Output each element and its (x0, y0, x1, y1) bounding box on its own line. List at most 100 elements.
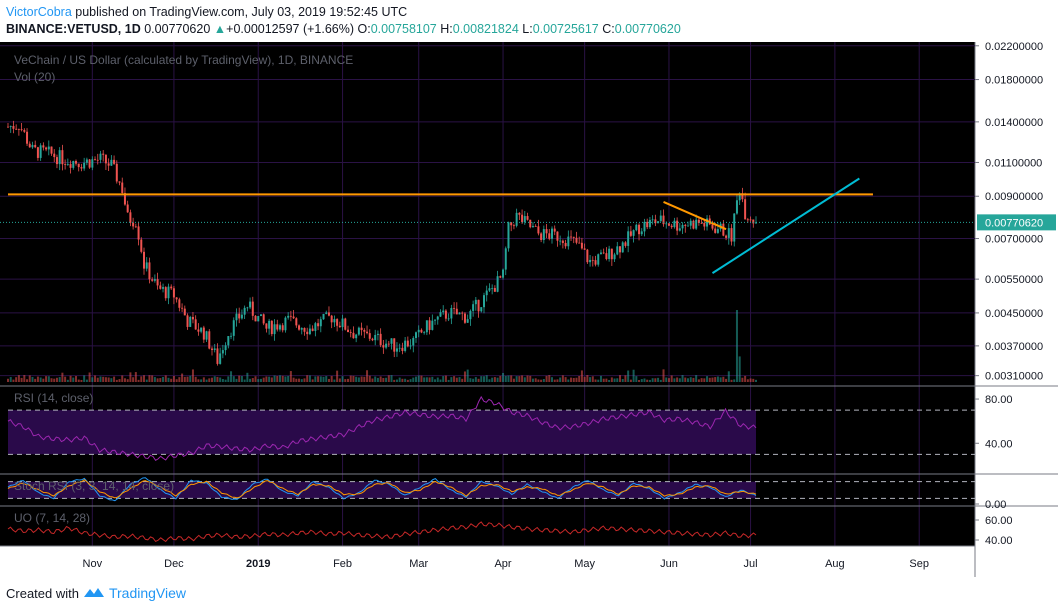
volume-bar (213, 376, 216, 382)
candle-body (586, 249, 589, 263)
time-tick-label: Feb (333, 558, 352, 570)
indicator-tick-label: 60.00 (985, 515, 1013, 527)
volume-bar (395, 379, 398, 382)
candle-body (143, 251, 145, 269)
volume-bar (594, 379, 597, 382)
candle-body (306, 331, 309, 335)
candle-body (599, 252, 602, 255)
volume-bar (436, 377, 439, 382)
volume-bar (191, 369, 194, 382)
volume-bar (423, 377, 426, 382)
volume-bar (493, 377, 496, 382)
time-tick-label: Jul (744, 558, 758, 570)
volume-bar (189, 375, 192, 382)
chart-area[interactable]: Nov Dec 2019 Feb Mar Apr May Jun Jul Aug Sep 0.0220… (0, 41, 1058, 577)
chart-title: VeChain / US Dollar (calculated by Tradi… (14, 53, 353, 67)
volume-bar (428, 377, 431, 382)
candle-body (714, 228, 717, 233)
candle-body (697, 219, 700, 223)
candle-body (725, 235, 728, 238)
volume-bar (104, 377, 107, 382)
candle-body (298, 325, 301, 330)
volume-bar (292, 377, 295, 382)
volume-bar (34, 378, 37, 382)
candle-body (474, 299, 477, 305)
volume-bar (716, 376, 719, 382)
volume-bar (608, 379, 611, 382)
author-link[interactable]: VictorCobra (6, 5, 72, 19)
tradingview-logo-icon (83, 588, 104, 597)
rsi-line (7, 395, 757, 461)
volume-bar (488, 379, 491, 382)
candle-body (287, 315, 290, 318)
candle-body (542, 229, 545, 240)
volume-bar (480, 376, 483, 382)
candle-body (746, 219, 749, 221)
candle-body (235, 313, 238, 321)
volume-bar (53, 378, 56, 382)
time-tick-label: Sep (909, 558, 929, 570)
volume-bar (657, 377, 660, 382)
candle-body (216, 348, 219, 364)
candle-body (352, 332, 355, 339)
candle-body (651, 219, 654, 221)
candle-body (303, 327, 306, 332)
volume-bar (240, 376, 243, 382)
volume-bar (61, 372, 64, 382)
indicator-tick-label: 40.00 (985, 438, 1013, 450)
volume-bar (629, 379, 632, 382)
volume-bar (344, 379, 347, 382)
candle-body (616, 246, 619, 255)
last-price-tag (977, 214, 1056, 231)
candle-body (134, 226, 137, 228)
volume-bar (719, 377, 722, 382)
volume-bar (648, 379, 651, 382)
volume-bar (308, 375, 311, 382)
volume-bar (36, 376, 39, 382)
candle-body (259, 314, 262, 317)
candle-body (164, 287, 167, 299)
candle-body (752, 219, 755, 224)
candle-body (175, 297, 178, 300)
volume-bar (567, 379, 570, 382)
candle-body (643, 221, 646, 232)
candle-body (485, 290, 488, 296)
volume-bar (673, 378, 676, 382)
volume-bar (232, 376, 235, 382)
candle-body (635, 224, 638, 231)
price-tick-label: 0.00900000 (985, 191, 1043, 203)
volume-bar (518, 376, 521, 382)
symbol-label: BINANCE:VETUSD, 1D (6, 22, 141, 36)
candle-body (613, 254, 616, 260)
volume-bar (665, 377, 668, 382)
candle-body (66, 164, 69, 165)
volume-bar (249, 378, 252, 382)
candle-body (91, 159, 94, 168)
candle-body (502, 269, 505, 278)
price-tick-label: 0.00700000 (985, 234, 1043, 246)
chart-svg[interactable]: Nov Dec 2019 Feb Mar Apr May Jun Jul Aug Sep 0.0220… (0, 41, 1058, 577)
volume-bar (485, 375, 488, 382)
volume-bar (371, 378, 374, 382)
volume-bar (99, 376, 102, 382)
candle-body (202, 327, 205, 340)
candle-body (224, 345, 227, 351)
volume-bar (385, 377, 388, 382)
candle-body (36, 147, 39, 158)
candle-body (104, 154, 107, 164)
candle-body (123, 193, 126, 205)
tradingview-brand[interactable]: TradingView (108, 585, 187, 601)
volume-bar (306, 375, 309, 382)
volume-bar (230, 371, 233, 382)
volume-bar (23, 375, 26, 382)
volume-bar (303, 378, 306, 382)
candle-body (330, 315, 333, 323)
candle-body (415, 332, 417, 339)
candle-body (735, 200, 738, 214)
candle-body (230, 335, 233, 337)
candle-body (189, 316, 192, 327)
candle-body (355, 334, 358, 339)
candle-body (640, 231, 643, 235)
volume-bar (360, 376, 363, 382)
candle-body (268, 320, 271, 329)
